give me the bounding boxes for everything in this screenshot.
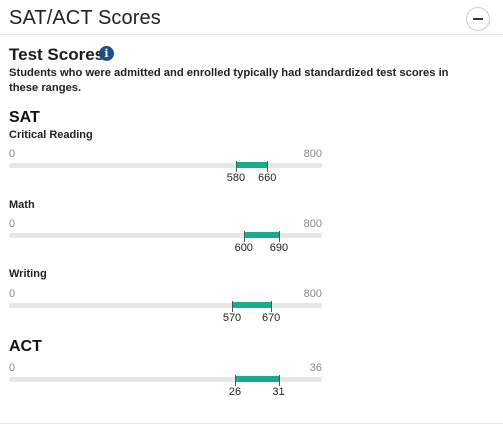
range-tick-high [278,375,280,386]
header-divider [0,34,503,35]
range-track [9,303,322,308]
range-label-writing: Writing [9,268,47,280]
range-fill [235,376,279,382]
act-title: ACT [9,338,42,355]
range-fill [235,162,268,168]
range-low-label: 26 [228,386,242,398]
range-tick-low [243,231,245,242]
range-math: 0 800 600 690 [9,218,322,258]
range-low-label: 600 [234,242,253,254]
range-min: 0 [9,148,16,160]
sat-title: SAT [9,109,40,126]
range-high-label: 670 [261,312,281,324]
range-max: 800 [303,148,322,160]
range-tick-low [235,375,237,386]
range-fill [232,302,272,308]
range-tick-high [267,161,269,172]
range-low-label: 580 [226,172,246,184]
range-label-critical-reading: Critical Reading [9,129,93,141]
range-label-math: Math [9,199,35,211]
range-act: 0 36 26 31 [9,362,322,402]
range-critical-reading: 0 800 580 660 [9,148,322,188]
range-track [9,233,322,238]
range-tick-low [235,161,237,172]
range-fill [243,232,279,238]
range-min: 0 [9,288,16,300]
range-high-label: 31 [272,386,285,398]
range-writing: 0 800 570 670 [9,288,322,328]
range-max: 800 [303,288,322,300]
range-tick-low [232,301,233,312]
minus-icon [473,18,483,20]
range-low-label: 570 [222,312,242,324]
range-tick-high [271,301,273,312]
collapse-button[interactable] [466,7,490,31]
range-track [9,377,322,382]
range-high-label: 660 [258,172,277,184]
range-tick-high [278,231,280,242]
info-icon[interactable]: i [99,46,114,61]
range-high-label: 690 [269,242,289,254]
page-title: SAT/ACT Scores [9,7,161,29]
range-track [9,163,322,168]
range-max: 800 [303,218,322,230]
range-min: 0 [9,218,16,230]
range-min: 0 [9,362,16,374]
bottom-divider [0,423,503,424]
page-header: SAT/ACT Scores [9,7,503,35]
range-max: 36 [309,362,322,374]
section-description: Students who were admitted and enrolled … [9,67,449,94]
section-title: Test Scores [9,45,105,64]
